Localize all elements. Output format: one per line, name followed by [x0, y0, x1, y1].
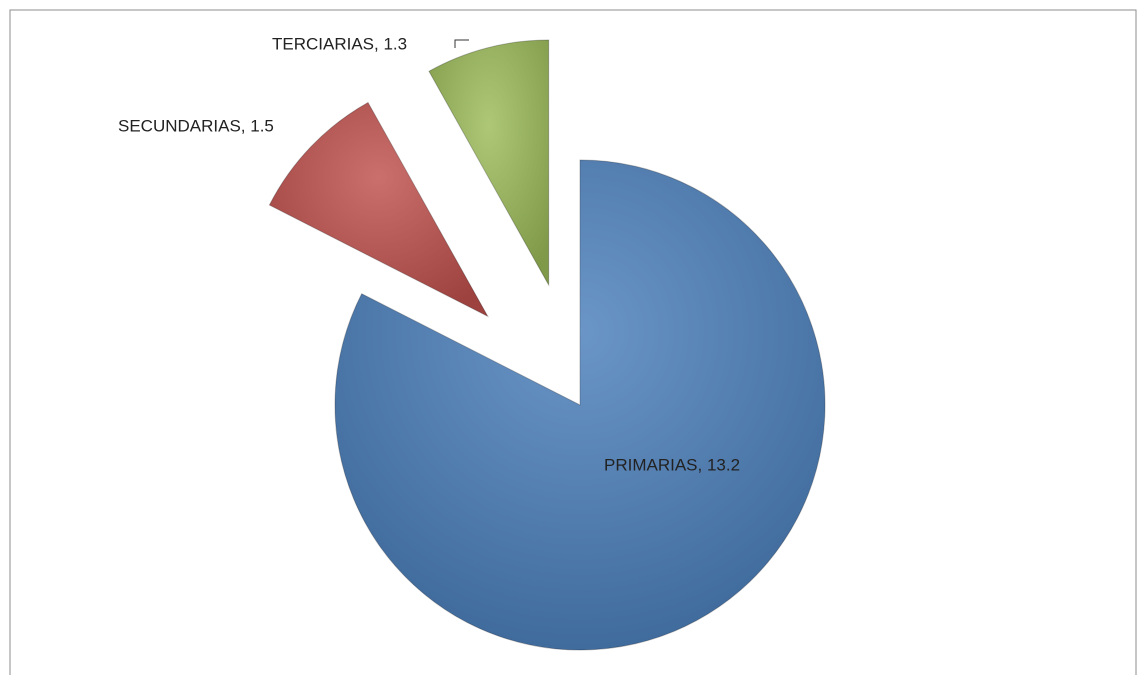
chart-frame — [9, 9, 1137, 675]
data-label: PRIMARIAS, 13.2 — [604, 455, 740, 474]
data-label: TERCIARIAS, 1.3 — [272, 34, 407, 53]
pie-slice: SECUNDARIAS — [268, 101, 489, 318]
leader-line — [454, 39, 469, 48]
data-label: SECUNDARIAS, 1.5 — [118, 116, 274, 135]
